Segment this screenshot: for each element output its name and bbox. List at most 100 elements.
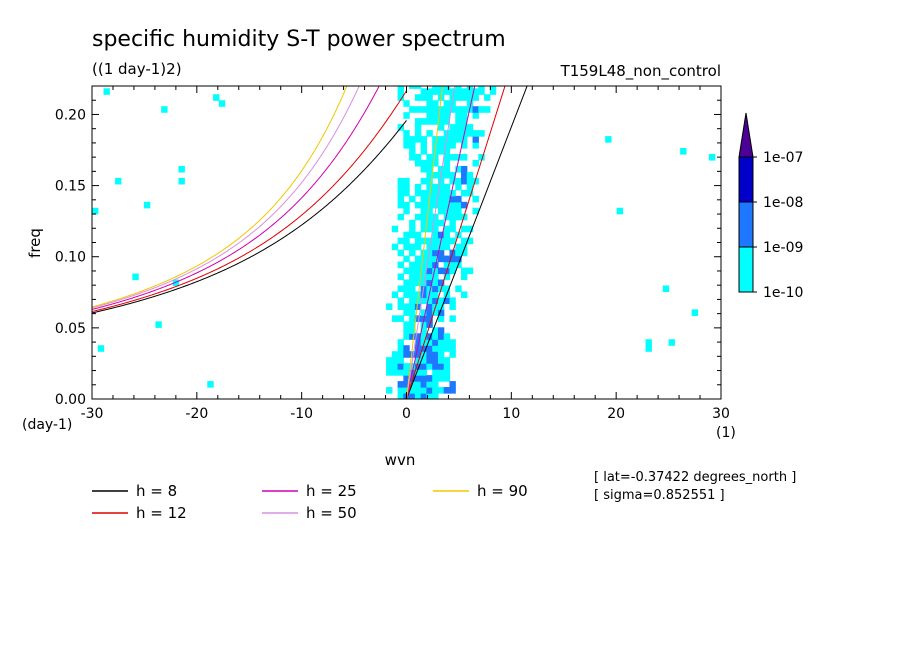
spectrum-cell (420, 255, 428, 263)
spectrum-cell (472, 195, 479, 203)
spectrum-cell (426, 357, 433, 364)
spectrum-cell (478, 86, 485, 89)
spectrum-cell (443, 201, 451, 209)
spectrum-cell (403, 285, 410, 293)
spectrum-cell (397, 213, 404, 221)
spectrum-cell (443, 225, 451, 233)
spectrum-cell (409, 142, 416, 149)
spectrum-cell (420, 106, 428, 113)
spectrum-cell (472, 207, 479, 215)
spectrum-cell (420, 333, 428, 340)
spectrum-cell (461, 118, 468, 125)
mrg-curve (92, 120, 407, 314)
spectrum-cell (414, 118, 422, 125)
colorbar-extend-triangle (738, 112, 754, 158)
spectrum-cell (426, 273, 433, 281)
spectrum-cell (437, 249, 445, 257)
spectrum-cell (461, 249, 468, 257)
spectrum-cell (466, 94, 474, 101)
spectrum-cell (420, 177, 428, 185)
spectrum-cell (466, 177, 474, 185)
spectrum-cell (432, 201, 439, 209)
spectrum-cell (409, 273, 416, 281)
spectrum-cell (409, 249, 416, 257)
spectrum-cell (403, 189, 410, 197)
spectrum-cell (426, 363, 433, 370)
spectrum-cell (466, 189, 474, 197)
spectrum-cell (489, 86, 497, 89)
spectrum-cell (409, 267, 416, 275)
spectrum-cell (414, 106, 422, 113)
spectrum-cell (449, 225, 456, 233)
spectrum-cell (403, 369, 410, 376)
spectrum-cell (414, 124, 422, 131)
spectrum-cell (414, 279, 422, 287)
spectrum-cell (443, 297, 451, 304)
spectrum-cell (409, 154, 416, 161)
spectrum-cell (414, 130, 422, 137)
x-tick-label: -10 (290, 406, 313, 422)
spectrum-cell (443, 88, 451, 95)
spectrum-cell (426, 393, 433, 399)
spectrum-cell (414, 243, 422, 251)
spectrum-cell (420, 207, 428, 215)
spectrum-cell (218, 100, 226, 107)
spectrum-cell (466, 88, 474, 95)
spectrum-cell (437, 142, 445, 149)
spectrum-cell (461, 291, 468, 299)
spectrum-cell (443, 231, 451, 239)
legend-entry: h = 50 (306, 504, 357, 522)
y-tick-label: 0.10 (55, 250, 86, 266)
spectrum-cell (426, 88, 433, 95)
spectrum-cell (455, 88, 462, 95)
spectrum-cell (449, 339, 456, 346)
spectrum-cell (414, 159, 422, 167)
spectrum-cell (414, 189, 422, 197)
spectrum-cell (432, 357, 439, 364)
legend-entry: h = 8 (136, 482, 177, 500)
spectrum-cell (420, 369, 428, 376)
spectrum-cell (455, 106, 462, 113)
spectrum-cell (409, 195, 416, 203)
spectrum-cell (397, 195, 404, 203)
spectrum-cell (443, 357, 451, 364)
spectrum-cell (420, 363, 428, 370)
spectrum-cell (443, 159, 451, 167)
spectrum-cell (645, 345, 652, 352)
spectrum-cell (420, 159, 428, 167)
spectrum-cell (397, 339, 404, 346)
spectrum-cell (443, 118, 451, 125)
run-label: T159L48_non_control (560, 62, 721, 81)
spectrum-cell (432, 171, 439, 179)
spectrum-cell (403, 183, 410, 191)
spectrum-cell (426, 159, 433, 167)
spectrum-cell (403, 255, 410, 263)
spectrum-cell (414, 345, 422, 352)
spectrum-cell (409, 363, 416, 370)
spectrum-cell (420, 136, 428, 143)
spectrum-cell (449, 219, 456, 227)
spectrum-cell (449, 267, 456, 275)
spectrum-cell (391, 357, 399, 364)
spectrum-cell (443, 148, 451, 155)
spectrum-cell (484, 106, 491, 113)
y-tick-label: 0.15 (55, 179, 86, 195)
spectrum-cell (437, 88, 445, 95)
spectrum-cell (213, 94, 220, 101)
spectrum-cell (409, 86, 416, 89)
spectrum-cell (461, 165, 468, 173)
y-tick-label: 0.20 (55, 107, 86, 123)
spectrum-cell (403, 112, 410, 119)
power-spectrum-field (92, 86, 721, 399)
spectrum-cell (420, 327, 428, 334)
spectrum-cell (455, 183, 462, 191)
spectrum-cell (403, 237, 410, 245)
spectrum-cell (403, 387, 410, 394)
spectrum-cell (426, 154, 433, 161)
spectrum-cell (461, 88, 468, 95)
spectrum-cell (397, 86, 404, 89)
spectrum-cell (432, 112, 439, 119)
spectrum-cell (472, 136, 479, 143)
spectrum-cell (662, 285, 670, 293)
spectrum-cell (437, 303, 445, 310)
